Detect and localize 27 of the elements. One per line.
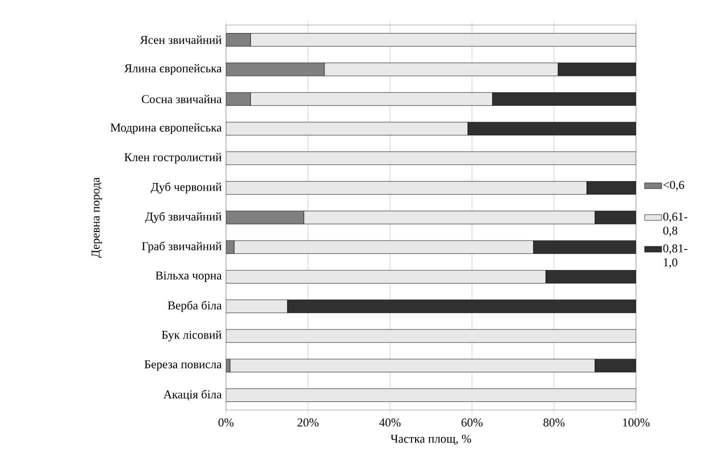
y-axis-title: Деревна порода: [92, 177, 102, 258]
y-tick-label: Вільха чорна: [156, 271, 222, 282]
legend-label: <0,6: [663, 180, 684, 191]
y-tick-label: Дуб червоний: [150, 182, 222, 194]
y-tick-label: Верба біла: [168, 300, 222, 312]
y-tick-label: Ясен звичайний: [140, 36, 222, 44]
y-tick-label: Сосна звичайна: [142, 94, 222, 104]
x-tick-label: 40%: [379, 418, 401, 427]
legend-label: 0,81-1,0: [663, 244, 688, 268]
y-tick-label: Акація біла: [163, 390, 222, 401]
x-tick-label: 80%: [544, 418, 565, 427]
x-tick-label: 20%: [298, 418, 319, 427]
y-tick-label: Береза повисла: [144, 360, 222, 371]
y-tick-label: Дуб звичайний: [145, 212, 222, 224]
bar: [226, 329, 636, 343]
y-tick-label: Граб звичайний: [142, 242, 222, 253]
y-tick-label: Модрина європейська: [110, 123, 222, 134]
bar: [226, 388, 636, 402]
y-tick-label: Бук лісовий: [162, 330, 222, 342]
x-tick-label: 100%: [623, 418, 650, 427]
y-tick-label: Ялина європейська: [124, 64, 222, 75]
legend-label: 0,61-0,8: [663, 212, 688, 236]
y-tick-label: Клен гостролистий: [124, 152, 222, 164]
x-tick-label: 60%: [462, 418, 483, 427]
bar: [226, 152, 636, 165]
x-tick-label: 0%: [218, 418, 234, 427]
x-axis-title: Частка площ, %: [390, 434, 472, 446]
